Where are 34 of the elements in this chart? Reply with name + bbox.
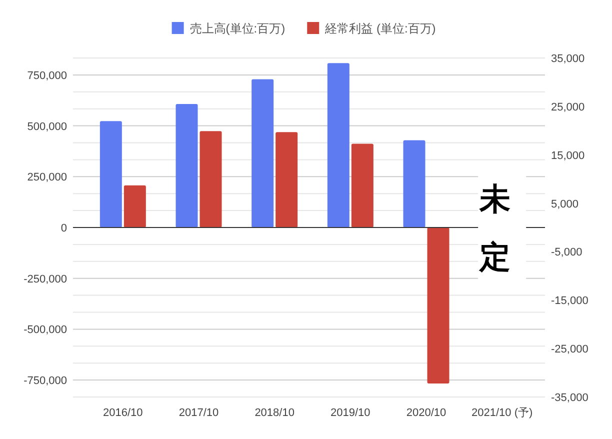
bar xyxy=(100,121,122,228)
bar xyxy=(200,131,222,228)
y2-tick-label: 35,000 xyxy=(551,53,585,65)
y-tick-label: -750,000 xyxy=(24,375,67,388)
y2-tick-label: -25,000 xyxy=(551,344,588,356)
y2-tick-label: -15,000 xyxy=(551,295,588,308)
y-tick-label: 750,000 xyxy=(27,70,67,82)
y-tick-label: 250,000 xyxy=(27,172,67,184)
legend-label: 売上高(単位:百万) xyxy=(190,22,286,36)
bar xyxy=(176,104,198,228)
y-tick-label: 500,000 xyxy=(27,120,67,133)
y-tick-label: -500,000 xyxy=(24,324,67,336)
x-tick-label: 2017/10 xyxy=(178,407,219,419)
x-tick-label: 2016/10 xyxy=(103,407,143,419)
y-tick-label: -250,000 xyxy=(24,273,67,286)
y2-tick-label: 25,000 xyxy=(551,101,585,114)
x-tick-label: 2020/10 xyxy=(406,407,446,419)
bar xyxy=(351,144,374,228)
x-tick-label: 2019/10 xyxy=(330,407,370,419)
x-tick-label: 2021/10 (予) xyxy=(472,407,533,419)
bar xyxy=(124,185,146,228)
y2-tick-label: -35,000 xyxy=(551,392,588,404)
bar xyxy=(403,140,426,228)
legend-label: 経常利益 (単位:百万) xyxy=(324,22,436,36)
bar xyxy=(276,132,298,228)
bar xyxy=(327,63,350,228)
y2-tick-label: -5,000 xyxy=(551,246,582,259)
x-tick-label: 2018/10 xyxy=(254,407,294,419)
y2-tick-label: 5,000 xyxy=(551,198,579,210)
bar xyxy=(427,228,450,384)
y-tick-label: 0 xyxy=(60,222,67,234)
bar xyxy=(252,79,274,228)
annotation: 未定 xyxy=(478,182,511,275)
y2-tick-label: 15,000 xyxy=(551,150,585,162)
